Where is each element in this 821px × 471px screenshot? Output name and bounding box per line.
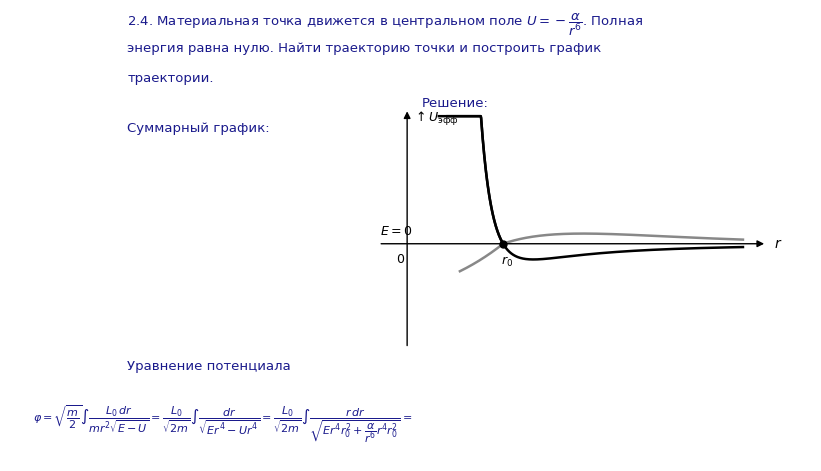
Text: траектории.: траектории. xyxy=(127,72,213,85)
Text: энергия равна нулю. Найти траекторию точки и построить график: энергия равна нулю. Найти траекторию точ… xyxy=(127,42,602,56)
Text: $r_0$: $r_0$ xyxy=(501,255,513,269)
Text: Суммарный график:: Суммарный график: xyxy=(127,122,270,136)
Text: Уравнение потенциала: Уравнение потенциала xyxy=(127,360,291,374)
Text: $\uparrow U_{\text{эфф}}$: $\uparrow U_{\text{эфф}}$ xyxy=(413,110,459,128)
Text: $\varphi = \sqrt{\dfrac{m}{2}}\int\dfrac{L_0\,dr}{mr^2\sqrt{E-U}}= \dfrac{L_0}{\: $\varphi = \sqrt{\dfrac{m}{2}}\int\dfrac… xyxy=(33,403,412,445)
Text: Решение:: Решение: xyxy=(422,97,489,111)
Text: 0: 0 xyxy=(397,253,405,266)
Text: $r$: $r$ xyxy=(773,237,782,251)
Text: 2.4. Материальная точка движется в центральном поле $U = -\dfrac{\alpha}{r^6}$. : 2.4. Материальная точка движется в центр… xyxy=(127,12,644,38)
Text: $E=0$: $E=0$ xyxy=(380,225,413,238)
